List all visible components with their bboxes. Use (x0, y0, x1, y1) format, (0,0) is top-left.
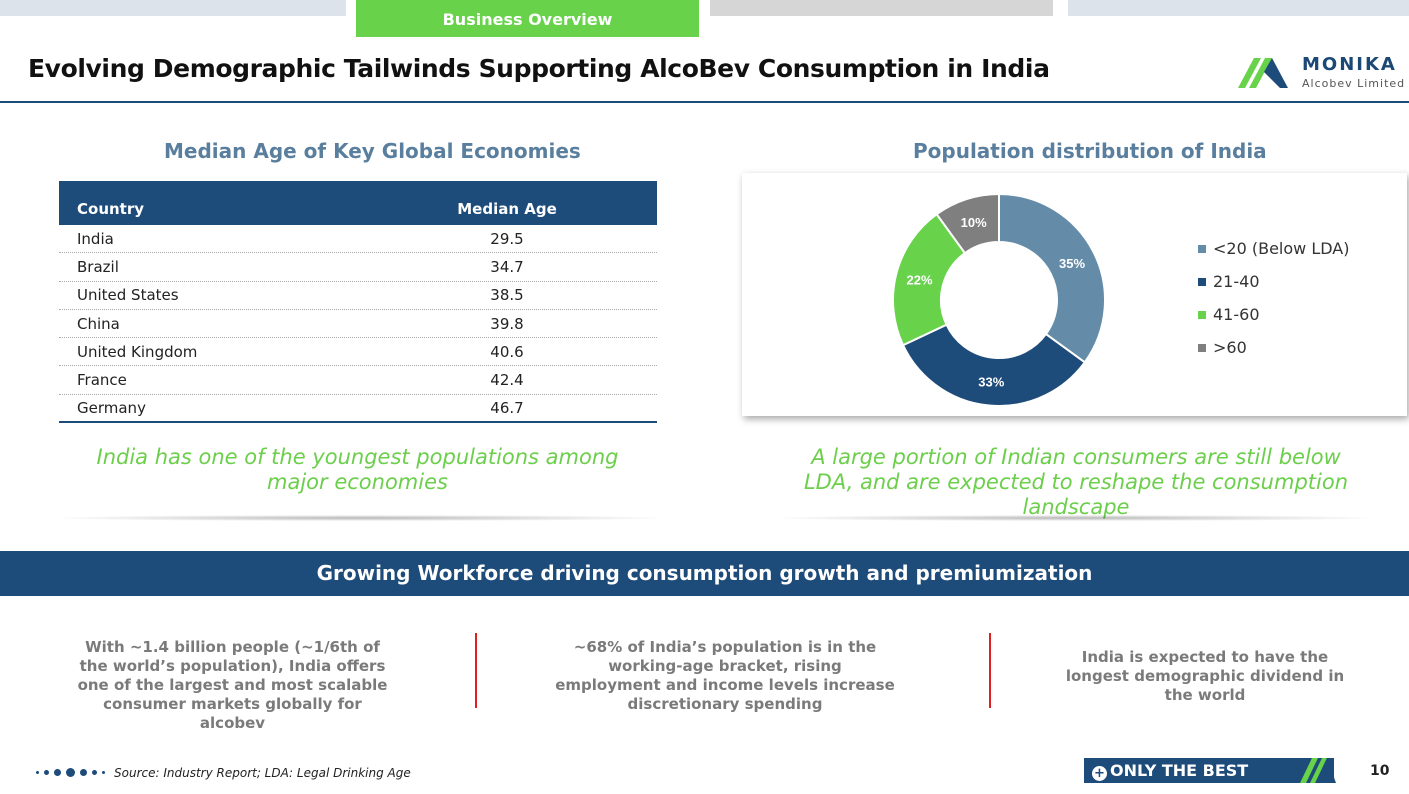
cell-country: France (77, 371, 127, 390)
legend-swatch (1198, 244, 1206, 253)
cell-median-age: 38.5 (490, 286, 524, 305)
tagline-text: ONLY THE BEST (1110, 761, 1249, 780)
logo-name: MONIKA (1302, 54, 1397, 75)
table-row: United States 38.5 (59, 282, 657, 310)
point-population: With ~1.4 billion people (~1/6th of the … (77, 638, 388, 732)
slice-label: 35% (1059, 256, 1085, 271)
table-row: United Kingdom 40.6 (59, 338, 657, 367)
cell-median-age: 42.4 (490, 371, 524, 390)
legend-swatch (1198, 310, 1206, 319)
pie-slice (901, 323, 1087, 407)
divider-shadow (60, 515, 660, 521)
cell-median-age: 39.8 (490, 314, 524, 333)
source-note: Source: Industry Report; LDA: Legal Drin… (114, 766, 411, 780)
cell-country: India (77, 229, 114, 248)
table-row: Germany 46.7 (59, 395, 657, 424)
slice-label: 33% (978, 375, 1004, 390)
cell-median-age: 46.7 (490, 398, 524, 417)
nav-tab-4[interactable] (1068, 0, 1409, 16)
column-separator (475, 633, 477, 708)
page-title: Evolving Demographic Tailwinds Supportin… (28, 54, 1050, 83)
legend-label: >60 (1213, 338, 1247, 357)
plus-circle-icon: + (1092, 766, 1107, 781)
point-demographic-dividend: India is expected to have the longest de… (1065, 648, 1345, 704)
legend-item: 41-60 (1198, 298, 1349, 331)
legend-swatch (1198, 343, 1206, 352)
legend-swatch (1198, 277, 1206, 286)
workforce-banner: Growing Workforce driving consumption gr… (0, 551, 1409, 596)
cell-median-age: 34.7 (490, 257, 524, 276)
population-donut-chart: 35% 33% 22% 10% (892, 192, 1106, 407)
column-header-country: Country (77, 200, 145, 218)
cell-median-age: 40.6 (490, 342, 524, 361)
nav-tab-3[interactable] (710, 0, 1053, 16)
pie-slice (998, 192, 1106, 364)
cell-country: United States (77, 286, 179, 305)
column-header-median-age: Median Age (457, 200, 557, 218)
population-heading: Population distribution of India (913, 139, 1267, 163)
legend-item: >60 (1198, 331, 1349, 364)
divider-shadow (780, 515, 1370, 521)
pie-slice (935, 192, 1000, 255)
tagline-badge: + ONLY THE BEST (1084, 758, 1334, 783)
company-logo: MONIKA Alcobev Limited (1236, 52, 1406, 92)
footer-dots-icon (36, 768, 105, 777)
legend-item: <20 (Below LDA) (1198, 232, 1349, 265)
table-row: Brazil 34.7 (59, 253, 657, 282)
chart-legend: <20 (Below LDA) 21-40 41-60 >60 (1198, 232, 1349, 364)
legend-label: 41-60 (1213, 305, 1260, 324)
page-number: 10 (1370, 763, 1390, 779)
slice-label: 22% (907, 273, 933, 288)
logo-subtitle: Alcobev Limited (1302, 77, 1406, 90)
table-row: France 42.4 (59, 366, 657, 395)
table-row: India 29.5 (59, 225, 657, 254)
point-working-age: ~68% of India’s population is in the wor… (555, 638, 895, 713)
table-header: Country Median Age (59, 181, 657, 225)
cell-median-age: 29.5 (490, 229, 524, 248)
median-age-table: Country Median Age India 29.5 Brazil 34.7 … (59, 181, 657, 424)
pie-slice (892, 212, 967, 347)
median-age-note: India has one of the youngest population… (96, 445, 619, 494)
cell-country: Brazil (77, 257, 119, 276)
cell-country: United Kingdom (77, 342, 198, 361)
table-row: China 39.8 (59, 310, 657, 339)
median-age-heading: Median Age of Key Global Economies (164, 139, 581, 163)
nav-tab-1[interactable] (0, 0, 346, 16)
badge-stripes-icon (1300, 758, 1336, 783)
logo-mark-icon (1238, 58, 1288, 88)
title-divider (0, 101, 1409, 103)
slice-label: 10% (961, 215, 987, 230)
nav-tab-business-overview[interactable]: Business Overview (356, 0, 699, 37)
population-note: A large portion of Indian consumers are … (803, 445, 1349, 519)
cell-country: China (77, 314, 120, 333)
legend-item: 21-40 (1198, 265, 1349, 298)
legend-label: 21-40 (1213, 272, 1260, 291)
population-chart-panel: 35% 33% 22% 10% (742, 173, 1407, 416)
column-separator (989, 633, 991, 708)
cell-country: Germany (77, 398, 146, 417)
legend-label: <20 (Below LDA) (1213, 239, 1350, 258)
